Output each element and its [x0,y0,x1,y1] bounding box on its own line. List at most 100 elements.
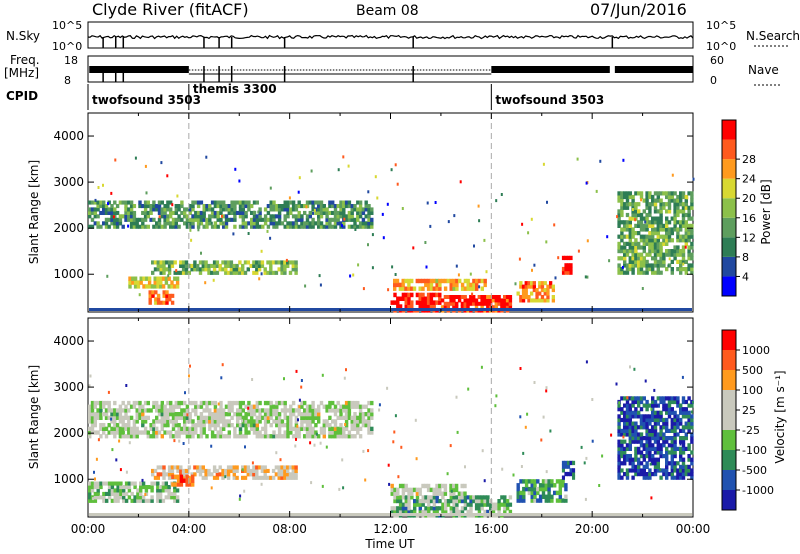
heatmap-cell [152,404,156,409]
heatmap-cell [676,202,680,207]
heatmap-cell [325,207,329,212]
heatmap-cell [648,436,652,441]
heatmap-cell [331,430,335,435]
station-title: Clyde River (fitACF) [92,0,249,19]
heatmap-speckle [485,270,488,274]
heatmap-cell [177,224,181,229]
heatmap-cell [617,212,621,218]
heatmap-cell [143,400,148,406]
heatmap-cell [494,506,498,511]
heatmap-cell [158,488,163,493]
heatmap-cell [458,509,462,514]
heatmap-cell [153,284,157,289]
heatmap-cell [286,408,290,413]
heatmap-cell [667,410,672,415]
heatmap-cell [628,446,632,451]
nsearch-label: N.Search [746,29,800,43]
heatmap-speckle [626,396,629,400]
heatmap-cell [93,481,98,486]
heatmap-cell [196,217,201,222]
heatmap-cell [530,498,534,503]
heatmap-cell [687,443,691,448]
heatmap-cell [141,485,146,490]
heatmap-cell [662,432,666,437]
heatmap-cell [208,423,212,428]
heatmap-cell [130,491,134,496]
heatmap-cell [681,399,686,405]
heatmap-cell [153,468,158,473]
heatmap-cell [99,495,103,500]
heatmap-cell [271,270,276,275]
heatmap-cell [631,396,635,401]
heatmap-cell [222,412,226,417]
heatmap-cell [625,212,630,218]
heatmap-speckle [210,444,213,448]
heatmap-cell [432,491,436,496]
heatmap-cell [390,509,394,514]
heatmap-cell [226,263,231,268]
heatmap-cell [141,408,145,413]
heatmap-cell [269,267,273,272]
heatmap-cell [212,263,217,268]
heatmap-cell [300,217,304,222]
heatmap-cell [205,419,209,424]
heatmap-cell [227,400,231,406]
heatmap-cell [138,224,142,229]
heatmap-cell [216,214,220,219]
heatmap-cell [110,485,115,490]
heatmap-cell [623,223,627,228]
heatmap-cell [291,214,296,219]
heatmap-cell [651,223,655,228]
heatmap-cell [118,200,123,205]
colorbar-segment [722,139,736,160]
heatmap-cell [639,414,644,419]
heatmap-cell [204,260,208,265]
heatmap-cell [187,475,191,480]
colorbar-tick-label: 16 [742,212,756,225]
heatmap-cell [648,432,652,437]
heatmap-cell [665,446,669,451]
heatmap-cell [339,200,343,205]
heatmap-cell [235,270,239,275]
heatmap-cell [667,399,672,405]
heatmap-cell [171,221,176,226]
heatmap-cell [224,404,229,409]
heatmap-cell [684,472,688,477]
heatmap-cell [367,214,371,219]
heatmap-cell [637,252,641,257]
heatmap-cell [170,293,175,298]
heatmap-cell [283,465,287,470]
heatmap-cell [122,491,126,496]
heatmap-cell [202,204,206,209]
heatmap-cell [133,485,137,490]
heatmap-cell [107,210,111,215]
heatmap-cell [305,221,310,226]
heatmap-cell [679,198,683,203]
heatmap-cell [216,415,220,420]
heatmap-cell [667,414,672,419]
heatmap-cell [224,260,228,265]
heatmap-cell [289,207,293,212]
heatmap-cell [131,280,135,285]
heatmap-cell [191,482,195,487]
heatmap-cell [232,468,236,473]
heatmap-cell [356,426,360,431]
heatmap-cell [160,415,164,420]
heatmap-cell [272,224,276,229]
heatmap-cell [667,403,672,408]
heatmap-cell [639,191,644,196]
heatmap-cell [396,506,400,511]
heatmap-cell [673,432,677,437]
heatmap-cell [480,495,484,500]
heatmap-speckle [92,497,94,501]
heatmap-cell [480,506,484,511]
heatmap-speckle [88,384,91,388]
heatmap-cell [466,305,470,310]
heatmap-cell [659,227,663,232]
colorbar-segment [722,450,736,470]
heatmap-cell [283,214,287,219]
heatmap-cell [188,419,192,424]
heatmap-cell [656,417,660,423]
heatmap-cell [333,204,338,209]
heatmap-cell [426,286,431,291]
